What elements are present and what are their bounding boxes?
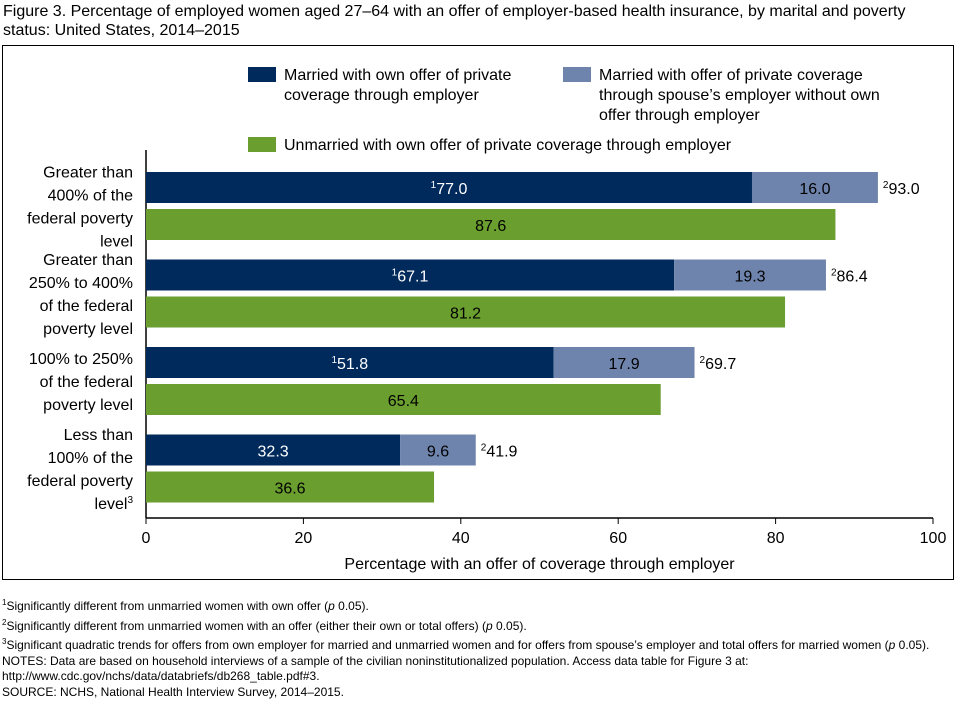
legend-swatch-married-own: [248, 67, 276, 82]
data-label-married-spouse: 9.6: [427, 444, 449, 461]
legend-label-married-spouse: Married with offer of private coverage: [599, 67, 863, 84]
data-label-married-own: 32.3: [258, 444, 289, 461]
data-label-married-own: 151.8: [331, 355, 368, 373]
footnote-2: 2Significantly different from unmarried …: [2, 617, 527, 633]
x-tick-label: 80: [767, 530, 785, 547]
bar-married-own: [146, 434, 401, 466]
bar-unmarried-own: [146, 384, 661, 415]
legend-swatch-unmarried-own: [248, 137, 276, 152]
category-label: Greater than: [43, 252, 133, 269]
data-label-unmarried-own: 36.6: [274, 481, 305, 498]
data-label-married-total-value: 93.0: [888, 181, 919, 198]
footnote-1: 1Significantly different from unmarried …: [2, 598, 369, 613]
category-label: of the federal: [40, 374, 133, 391]
data-label-unmarried-own: 87.6: [475, 218, 506, 235]
category-label: 250% to 400%: [29, 275, 133, 292]
bar-married-own: [146, 259, 675, 291]
legend-label-married-spouse: offer through employer: [599, 107, 760, 124]
data-label-married-own: 177.0: [431, 180, 468, 198]
data-label-married-total: 241.9: [481, 443, 518, 461]
category-note: 3: [127, 495, 133, 506]
data-label-married-own-note: 1: [431, 180, 437, 191]
data-label-married-own: 167.1: [392, 268, 429, 286]
legend-label-married-own: Married with own offer of private: [284, 67, 511, 84]
data-label-married-total-value: 41.9: [486, 444, 517, 461]
legend-label-married-spouse: through spouse’s employer without own: [599, 87, 880, 104]
x-axis-label: Percentage with an offer of coverage thr…: [344, 556, 735, 573]
category-label: Greater than: [43, 165, 133, 182]
x-tick-label: 0: [142, 530, 151, 547]
data-label-married-spouse: 17.9: [609, 356, 640, 373]
bar-married-spouse: [553, 347, 695, 378]
bar-unmarried-own: [146, 471, 435, 503]
source-text: SOURCE: NCHS, National Health Interview …: [2, 684, 344, 699]
data-label-married-total-value: 69.7: [705, 356, 736, 373]
data-label-married-spouse: 19.3: [734, 269, 765, 286]
bar-unmarried-own: [146, 296, 786, 328]
chart-title: Figure 3. Percentage of employed women a…: [3, 3, 906, 39]
data-label-unmarried-own: 81.2: [450, 306, 481, 323]
data-label-married-spouse: 16.0: [799, 181, 830, 198]
category-label: federal poverty: [27, 211, 133, 228]
chart-frame: [2, 45, 954, 580]
legend-swatch-married-spouse: [563, 67, 591, 82]
notes-text: NOTES: Data are based on household inter…: [2, 653, 749, 684]
category-label: poverty level: [43, 321, 133, 338]
data-label-married-total-note: 2: [700, 355, 706, 366]
data-label-married-own-note: 1: [392, 268, 398, 279]
x-tick-label: 60: [609, 530, 627, 547]
data-label-married-total-note: 2: [883, 180, 889, 191]
data-label-unmarried-own: 65.4: [388, 393, 419, 410]
bar-married-spouse: [674, 259, 826, 291]
data-label-married-own-value: 51.8: [337, 356, 368, 373]
category-label: level3: [95, 495, 134, 513]
data-label-married-total: 293.0: [883, 180, 920, 198]
footnote-3: 3Significant quadratic trends for offers…: [2, 637, 930, 652]
category-label: federal poverty: [27, 473, 133, 490]
bar-married-spouse: [751, 172, 878, 203]
data-label-married-own-note: 1: [331, 355, 337, 366]
x-tick-label: 20: [295, 530, 313, 547]
legend-label-unmarried-own: Unmarried with own offer of private cove…: [284, 137, 732, 154]
data-label-married-total-note: 2: [831, 268, 837, 279]
data-label-married-total: 286.4: [831, 268, 868, 286]
x-tick-label: 100: [920, 530, 947, 547]
category-label: poverty level: [43, 397, 133, 414]
data-label-married-own-value: 67.1: [397, 269, 428, 286]
data-label-married-own-value: 77.0: [436, 181, 467, 198]
bar-unmarried-own: [146, 209, 836, 240]
legend-label-married-own: coverage through employer: [284, 87, 479, 104]
bar-married-spouse: [400, 434, 476, 466]
category-label: level: [100, 234, 133, 251]
data-label-married-total: 269.7: [700, 355, 737, 373]
category-label: 400% of the: [48, 188, 134, 205]
x-tick-label: 40: [452, 530, 470, 547]
category-label: of the federal: [40, 298, 133, 315]
data-label-married-total-value: 86.4: [837, 269, 868, 286]
bar-chart: Married with own offer of private coverag…: [27, 67, 947, 573]
category-label: 100% of the: [48, 450, 134, 467]
category-label: Less than: [64, 427, 133, 444]
notes-section: 1Significantly different from unmarried …: [2, 595, 952, 700]
bar-married-own: [146, 172, 752, 203]
category-label: 100% to 250%: [29, 351, 133, 368]
data-label-married-total-note: 2: [481, 443, 487, 454]
bar-married-own: [146, 347, 554, 378]
